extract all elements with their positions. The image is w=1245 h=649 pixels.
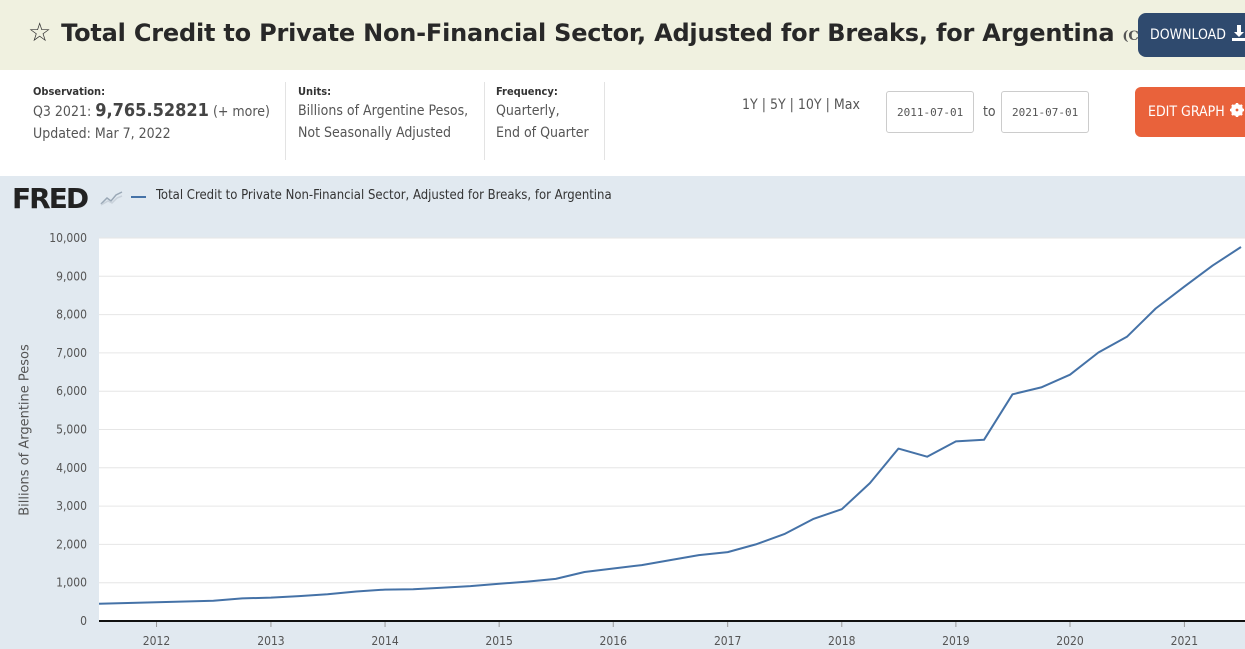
units-line2: Not Seasonally Adjusted: [298, 125, 452, 141]
fred-chart-icon: [100, 191, 123, 206]
download-button[interactable]: DOWNLOAD: [1138, 13, 1245, 57]
y-axis-label: Billions of Argentine Pesos: [17, 344, 33, 516]
divider: [484, 82, 485, 160]
legend-swatch: [131, 196, 146, 198]
observation-block: Observation: Q3 2021: 9,765.52821 (+ mor…: [33, 86, 270, 145]
units-label: Units:: [298, 85, 332, 98]
gear-icon: [1229, 103, 1244, 121]
start-date-input[interactable]: [886, 91, 974, 133]
observation-period: Q3 2021:: [33, 104, 92, 120]
range-separator: |: [825, 97, 830, 113]
series-title: ☆ Total Credit to Private Non-Financial …: [28, 12, 1245, 54]
frequency-line2: End of Quarter: [496, 125, 589, 141]
observation-label: Observation:: [33, 85, 106, 98]
range-selector: 1Y | 5Y | 10Y | Max: [742, 97, 860, 113]
legend-label: Total Credit to Private Non-Financial Se…: [156, 188, 612, 203]
download-button-label: DOWNLOAD: [1150, 27, 1226, 43]
frequency-line1: Quarterly,: [496, 103, 560, 119]
range-separator: |: [761, 97, 766, 113]
star-outline-icon[interactable]: ☆: [28, 18, 52, 48]
series-title-text: Total Credit to Private Non-Financial Se…: [61, 19, 1115, 47]
units-block: Units: Billions of Argentine Pesos, Not …: [298, 86, 468, 144]
edit-graph-label: EDIT GRAPH: [1148, 104, 1225, 120]
end-date-input[interactable]: [1001, 91, 1089, 133]
divider: [604, 82, 605, 160]
title-bar: [0, 0, 1245, 70]
chart-panel: [0, 176, 1245, 649]
divider: [285, 82, 286, 160]
observation-value: 9,765.52821: [95, 100, 209, 121]
range-1y[interactable]: 1Y: [742, 97, 758, 113]
range-10y[interactable]: 10Y: [797, 97, 822, 113]
observation-more-link[interactable]: (+ more): [212, 104, 270, 120]
fred-logo: FRED: [12, 182, 89, 215]
download-icon: [1231, 25, 1245, 45]
range-max[interactable]: Max: [833, 97, 860, 113]
frequency-block: Frequency: Quarterly, End of Quarter: [496, 86, 589, 144]
units-line1: Billions of Argentine Pesos,: [298, 103, 469, 119]
range-5y[interactable]: 5Y: [769, 97, 786, 113]
frequency-label: Frequency:: [496, 85, 558, 98]
range-separator: |: [789, 97, 794, 113]
to-label: to: [983, 104, 996, 120]
edit-graph-button[interactable]: EDIT GRAPH: [1135, 87, 1245, 137]
updated-date: Updated: Mar 7, 2022: [33, 126, 171, 142]
